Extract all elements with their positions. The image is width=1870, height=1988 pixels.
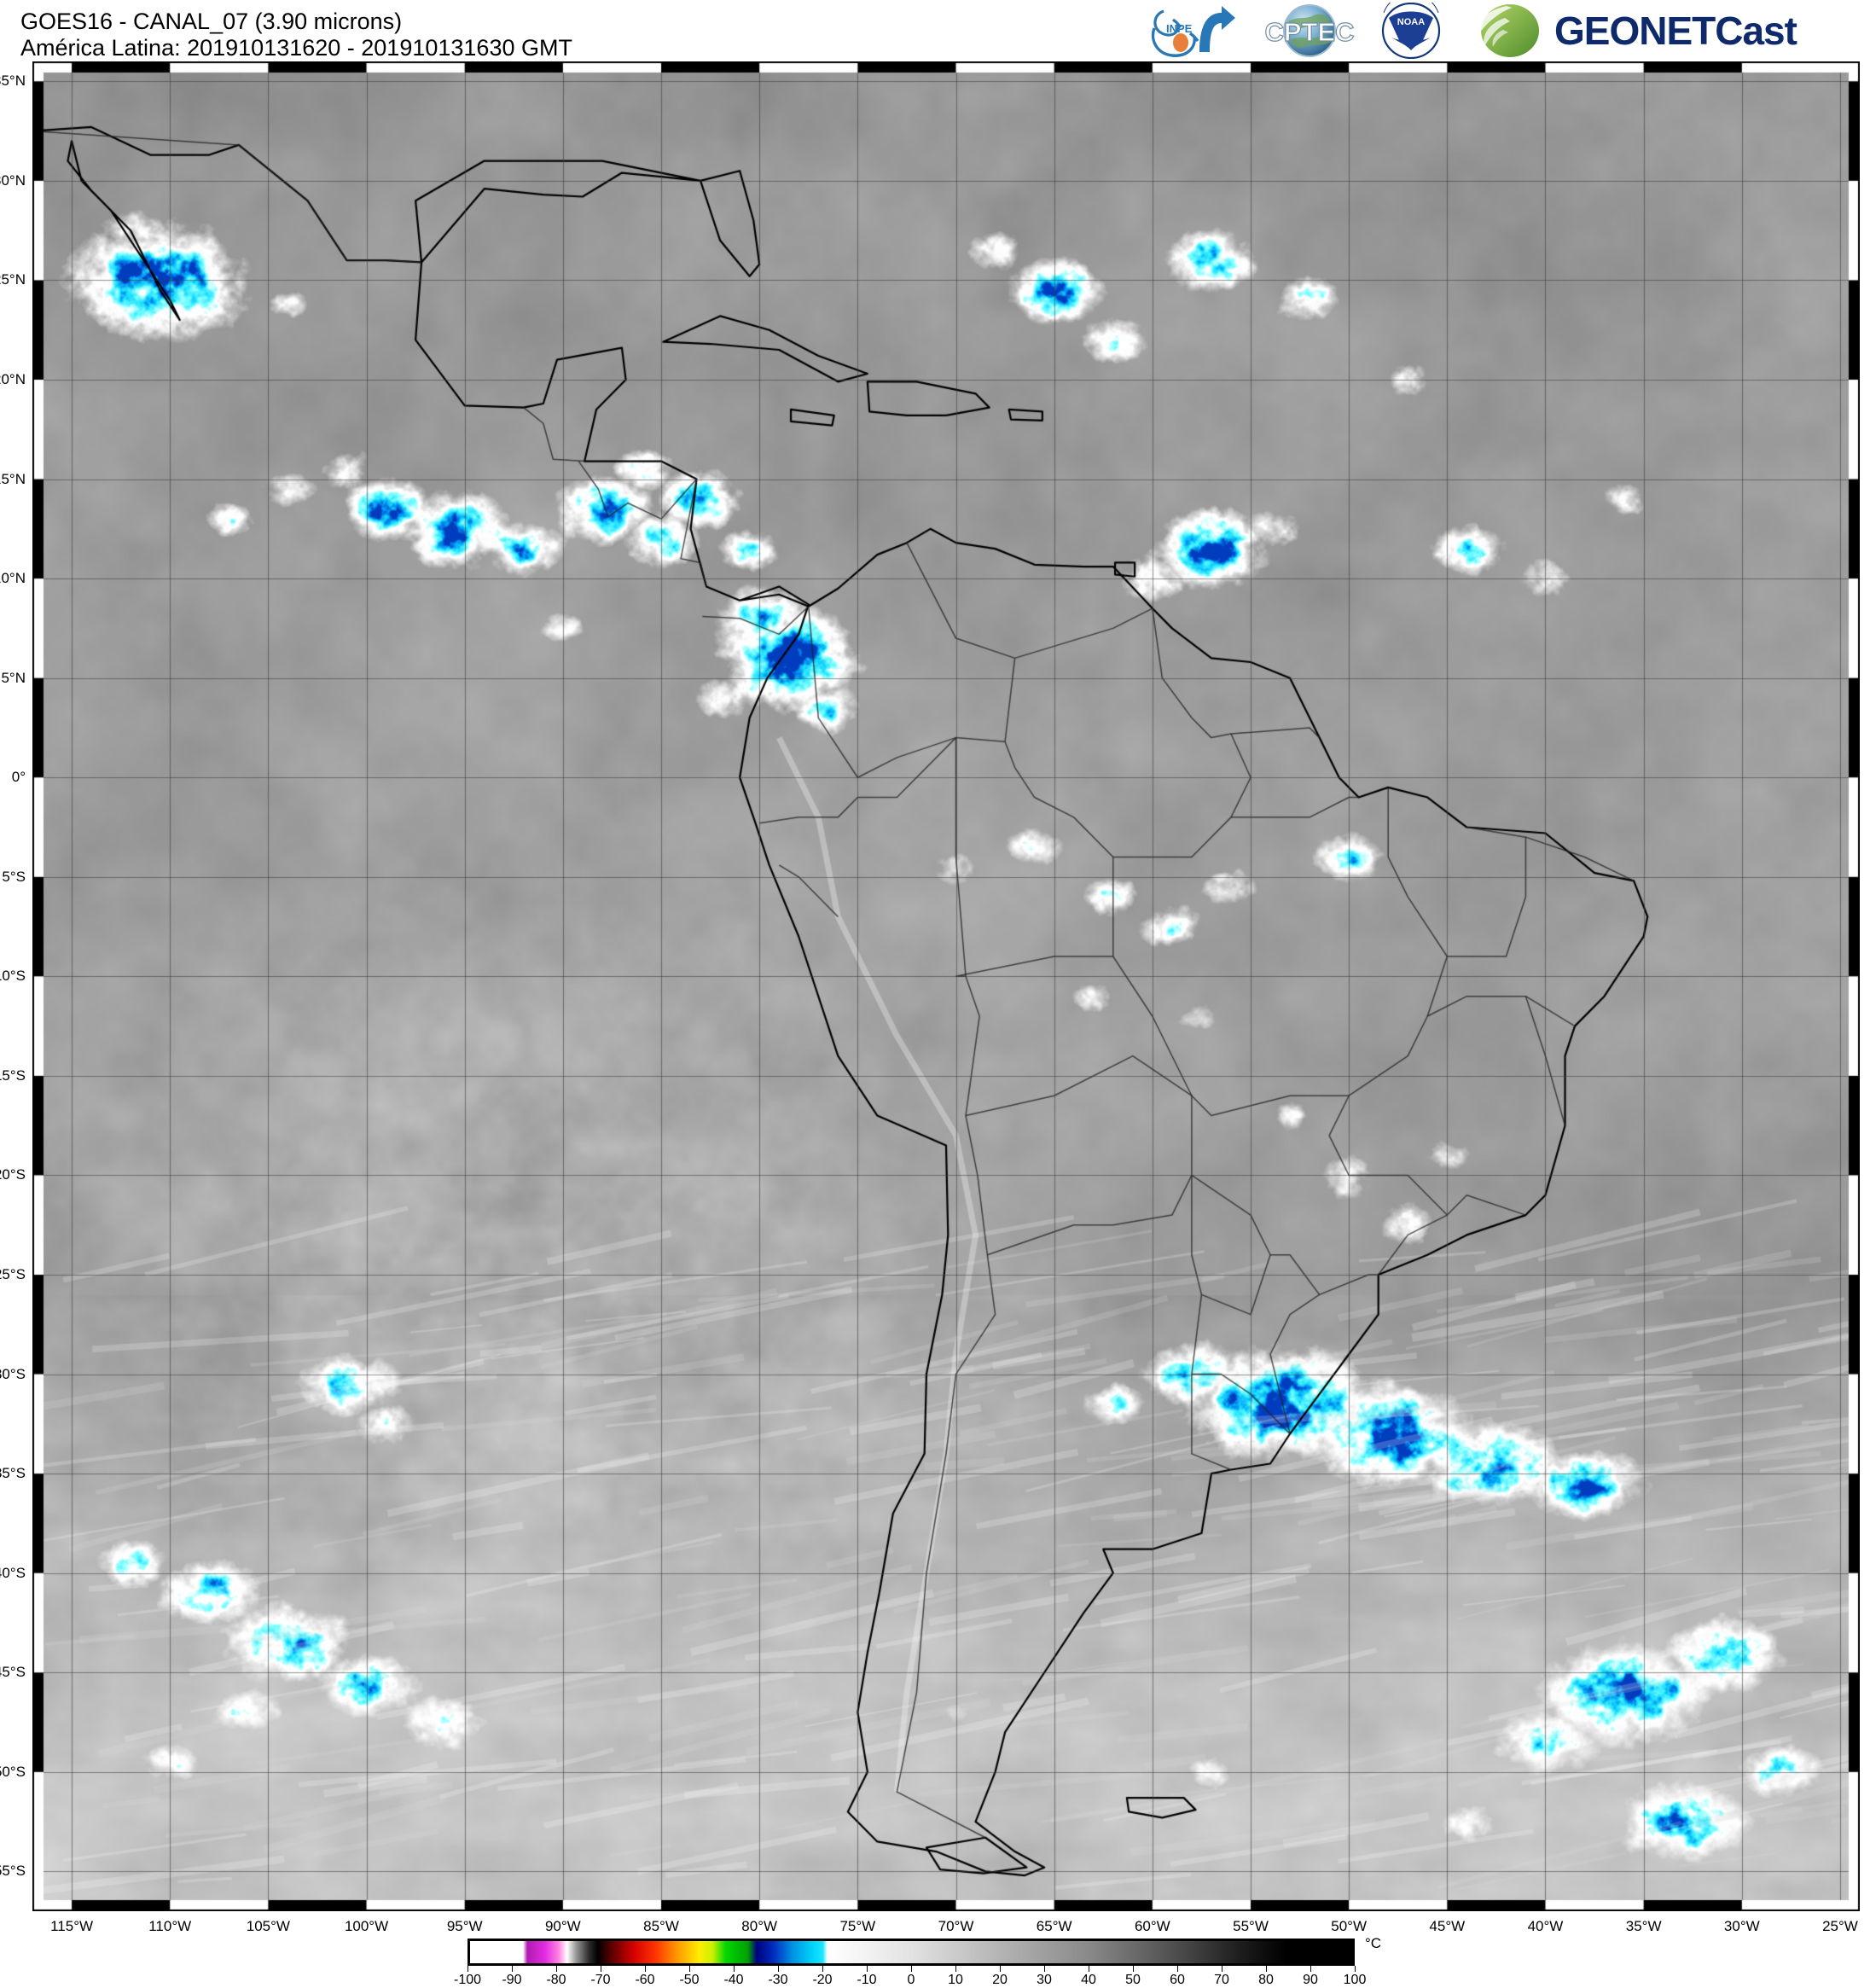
lon-tick-label: 30°W bbox=[1723, 1918, 1760, 1934]
colorbar-tick bbox=[734, 1966, 735, 1972]
colorbar-unit-label: °C bbox=[1365, 1935, 1382, 1951]
lat-tick-label: 15°S bbox=[0, 1067, 26, 1084]
lat-tick-label: 5°S bbox=[2, 868, 26, 885]
lat-tick-label: 10°S bbox=[0, 968, 26, 985]
lat-tick-label: 0° bbox=[11, 769, 26, 786]
lat-tick-label: 10°N bbox=[0, 570, 26, 587]
colorbar-tick bbox=[867, 1966, 868, 1972]
colorbar-tick-label: -20 bbox=[812, 1973, 833, 1987]
colorbar-tick bbox=[911, 1966, 912, 1972]
geonetcast-wordmark: GEONETCast bbox=[1554, 9, 1797, 53]
satellite-map[interactable]: 35°N 30°N 25°N 20°N 15°N 10°N 5°N 0° 5°S 10°S 15°S… bbox=[0, 61, 1860, 1934]
colorbar-tick bbox=[1000, 1966, 1001, 1972]
colorbar-tick-label: 30 bbox=[1037, 1973, 1052, 1987]
colorbar-tick bbox=[822, 1966, 823, 1972]
lon-tick-label: 25°W bbox=[1822, 1918, 1858, 1934]
colorbar-tick-label: 100 bbox=[1343, 1973, 1367, 1987]
lon-tick-label: 60°W bbox=[1134, 1918, 1170, 1934]
colorbar-tick bbox=[556, 1966, 557, 1972]
page-title: GOES16 - CANAL_07 (3.90 microns) bbox=[20, 9, 403, 34]
colorbar-tick-label: 40 bbox=[1081, 1973, 1096, 1987]
colorbar-tick-label: -70 bbox=[590, 1973, 611, 1987]
satellite-image-canvas[interactable] bbox=[32, 61, 1860, 1911]
colorbar-tick bbox=[1044, 1966, 1045, 1972]
lat-tick-label: 55°S bbox=[0, 1863, 26, 1880]
lat-tick-label: 35°S bbox=[0, 1465, 26, 1482]
lon-tick-label: 110°W bbox=[148, 1918, 192, 1934]
colorbar-tick bbox=[955, 1966, 956, 1972]
svg-text:CPTEC: CPTEC bbox=[1264, 17, 1354, 47]
colorbar-tick bbox=[1177, 1966, 1178, 1972]
colorbar-tick-label: -80 bbox=[546, 1973, 566, 1987]
lat-tick-label: 15°N bbox=[0, 470, 26, 487]
logo-strip: INPE CPTEC bbox=[1147, 2, 1863, 60]
lat-tick-label: 20°S bbox=[0, 1166, 26, 1183]
colorbar-tick-label: -60 bbox=[635, 1973, 655, 1987]
colorbar-tick-label: 10 bbox=[948, 1973, 963, 1987]
lat-tick-label: 25°S bbox=[0, 1266, 26, 1283]
colorbar-tick-label: 70 bbox=[1214, 1973, 1229, 1987]
lon-tick-label: 80°W bbox=[741, 1918, 778, 1934]
lat-tick-label: 30°S bbox=[0, 1365, 26, 1382]
title-block: GOES16 - CANAL_07 (3.90 microns) América… bbox=[20, 9, 572, 61]
lat-tick-label: 20°N bbox=[0, 370, 26, 387]
colorbar-gradient bbox=[468, 1939, 1355, 1966]
svg-text:INPE: INPE bbox=[1166, 22, 1193, 35]
lat-tick-label: 25°N bbox=[0, 271, 26, 288]
lon-tick-label: 95°W bbox=[446, 1918, 483, 1934]
lat-tick-label: 40°S bbox=[0, 1564, 26, 1581]
lon-tick-label: 75°W bbox=[839, 1918, 876, 1934]
lon-tick-label: 85°W bbox=[643, 1918, 679, 1934]
lat-tick-label: 45°S bbox=[0, 1664, 26, 1681]
colorbar-tick-label: 90 bbox=[1303, 1973, 1318, 1987]
lat-tick-label: 35°N bbox=[0, 73, 26, 90]
lon-tick-label: 100°W bbox=[344, 1918, 389, 1934]
colorbar-tick-label: -40 bbox=[723, 1973, 744, 1987]
lon-tick-label: 65°W bbox=[1036, 1918, 1072, 1934]
colorbar-tick-label: -100 bbox=[453, 1973, 482, 1987]
lon-tick-label: 40°W bbox=[1527, 1918, 1564, 1934]
lon-tick-label: 45°W bbox=[1429, 1918, 1466, 1934]
lat-tick-label: 30°N bbox=[0, 171, 26, 189]
colorbar-tick bbox=[645, 1966, 646, 1972]
lon-tick-label: 50°W bbox=[1331, 1918, 1368, 1934]
header-bar: GOES16 - CANAL_07 (3.90 microns) América… bbox=[0, 0, 1870, 61]
colorbar-tick-label: -30 bbox=[768, 1973, 788, 1987]
noaa-logo: NOAA bbox=[1372, 3, 1450, 59]
colorbar-tick-label: 20 bbox=[992, 1973, 1008, 1987]
lon-tick-label: 105°W bbox=[246, 1918, 290, 1934]
colorbar-tick bbox=[512, 1966, 513, 1972]
colorbar-tick-label: 60 bbox=[1170, 1973, 1185, 1987]
colorbar-tick-label: -90 bbox=[502, 1973, 522, 1987]
svg-text:NOAA: NOAA bbox=[1397, 17, 1425, 27]
colorbar-tick bbox=[1266, 1966, 1267, 1972]
colorbar-tick-label: -50 bbox=[679, 1973, 700, 1987]
page-subtitle: América Latina: 201910131620 - 201910131… bbox=[20, 35, 572, 61]
colorbar-tick-label: 0 bbox=[907, 1973, 915, 1987]
colorbar-tick bbox=[778, 1966, 779, 1972]
colorbar-tick-label: -10 bbox=[857, 1973, 877, 1987]
lat-tick-label: 5°N bbox=[1, 669, 26, 686]
colorbar-tick-label: 50 bbox=[1125, 1973, 1141, 1987]
cptec-logo: CPTEC bbox=[1259, 3, 1360, 59]
geonetcast-logo: GEONETCast bbox=[1462, 3, 1863, 59]
temperature-colorbar[interactable]: -100 -90 -80 -70 -60 -50 -40 -30 -20 -10 0 10 20 30 40… bbox=[454, 1939, 1366, 1987]
inpe-logo: INPE bbox=[1147, 3, 1247, 59]
lat-tick-label: 50°S bbox=[0, 1763, 26, 1780]
lon-tick-label: 35°W bbox=[1625, 1918, 1662, 1934]
colorbar-tick bbox=[1310, 1966, 1311, 1972]
colorbar-tick-label: 80 bbox=[1258, 1973, 1274, 1987]
lon-tick-label: 70°W bbox=[938, 1918, 974, 1934]
lon-tick-label: 115°W bbox=[50, 1918, 94, 1934]
lon-tick-label: 55°W bbox=[1233, 1918, 1269, 1934]
colorbar-tick bbox=[1355, 1966, 1356, 1972]
colorbar-tick bbox=[1133, 1966, 1134, 1972]
colorbar-tick bbox=[689, 1966, 690, 1972]
lon-tick-label: 90°W bbox=[544, 1918, 581, 1934]
